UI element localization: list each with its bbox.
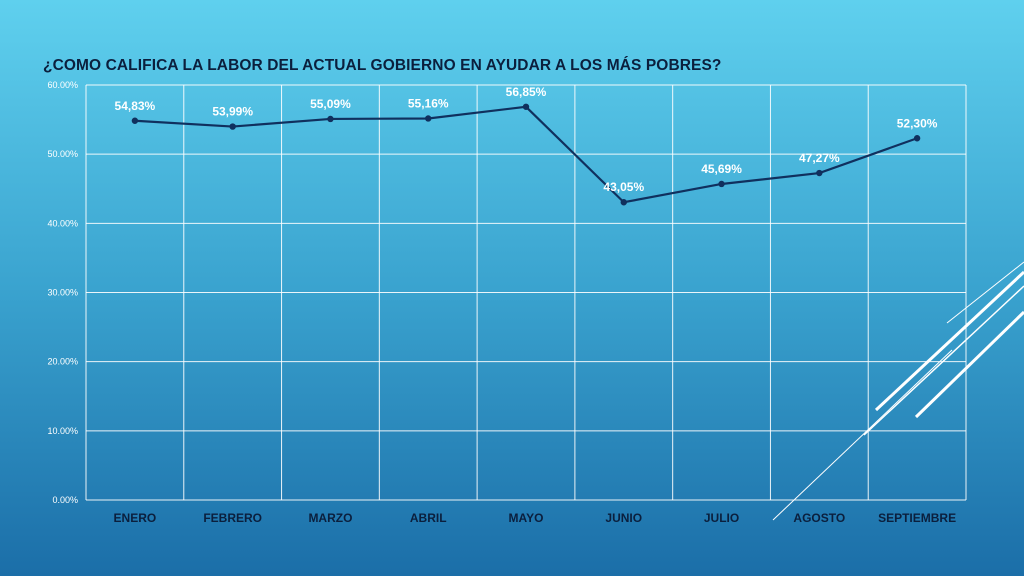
data-label: 47,27% — [799, 151, 840, 165]
data-label: 55,09% — [310, 97, 351, 111]
x-tick-label: AGOSTO — [793, 511, 845, 525]
y-tick-label: 50.00% — [47, 149, 78, 159]
data-label: 45,69% — [701, 162, 742, 176]
data-labels: 54,83% 53,99% 55,09% 55,16% 56,85% 43,05% 45,6… — [115, 85, 938, 194]
series — [131, 103, 921, 206]
data-point — [522, 103, 530, 110]
data-label: 53,99% — [212, 105, 253, 119]
y-tick-label: 20.00% — [47, 357, 78, 367]
x-tick-label: FEBRERO — [203, 511, 262, 525]
x-tick-label: SEPTIEMBRE — [878, 511, 956, 525]
y-tick-label: 0.00% — [52, 495, 78, 505]
x-tick-label: ENERO — [114, 511, 157, 525]
data-point — [425, 115, 432, 122]
x-tick-label: MARZO — [308, 511, 352, 525]
data-label: 56,85% — [506, 85, 547, 99]
data-label: 52,30% — [897, 116, 938, 130]
data-point — [131, 117, 139, 124]
y-tick-label: 30.00% — [47, 288, 78, 298]
x-tick-label: MAYO — [509, 511, 544, 525]
x-axis-ticks: ENERO FEBRERO MARZO ABRIL MAYO JUNIO JULIO AGOS… — [114, 511, 957, 525]
decorative-line — [863, 285, 1024, 436]
x-tick-label: ABRIL — [410, 511, 447, 525]
y-tick-label: 60.00% — [47, 80, 78, 90]
decorative-line — [946, 261, 1024, 324]
data-label: 54,83% — [115, 99, 156, 113]
data-point — [718, 180, 725, 188]
y-tick-label: 40.00% — [47, 218, 78, 228]
x-tick-label: JUNIO — [605, 511, 642, 525]
data-point — [816, 169, 823, 177]
data-point — [327, 115, 334, 123]
slide-title: ¿COMO CALIFICA LA LABOR DEL ACTUAL GOBIE… — [43, 57, 722, 74]
decorative-line — [874, 270, 1024, 412]
data-label: 43,05% — [603, 180, 644, 194]
chart-grid — [85, 84, 967, 501]
data-point — [620, 199, 627, 206]
decorative-line — [772, 349, 953, 521]
decorative-lines — [772, 261, 1024, 521]
data-point — [913, 135, 921, 142]
data-point — [229, 123, 236, 130]
y-tick-label: 10.00% — [47, 426, 78, 436]
x-tick-label: JULIO — [704, 511, 739, 525]
decorative-line — [914, 310, 1024, 419]
y-axis-ticks: 0.00% 10.00% 20.00% 30.00% 40.00% 50.00% 60.00… — [47, 80, 78, 505]
data-label: 55,16% — [408, 96, 449, 110]
